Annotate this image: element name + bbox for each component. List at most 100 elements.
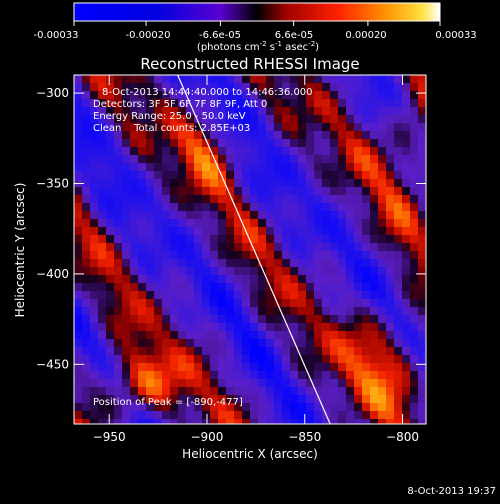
heatmap-cell: [378, 419, 387, 424]
heatmap-cell: [394, 419, 403, 424]
heatmap-cell: [354, 283, 363, 292]
heatmap-cell: [186, 147, 195, 156]
heatmap-cell: [74, 115, 83, 124]
heatmap-cell: [98, 179, 107, 188]
heatmap-cell: [114, 235, 123, 244]
heatmap-cell: [402, 123, 411, 132]
heatmap-cell: [242, 91, 251, 100]
heatmap-cell: [418, 395, 426, 404]
heatmap-cell: [362, 283, 371, 292]
heatmap-cell: [322, 179, 331, 188]
heatmap-cell: [146, 219, 155, 228]
heatmap-cell: [74, 411, 83, 420]
heatmap-cell: [90, 283, 99, 292]
heatmap-cell: [378, 99, 387, 108]
heatmap-cell: [122, 139, 131, 148]
heatmap-cell: [234, 155, 243, 164]
heatmap-cell: [226, 91, 235, 100]
heatmap-cell: [346, 259, 355, 268]
heatmap-cell: [362, 99, 371, 108]
heatmap-cell: [298, 107, 307, 116]
heatmap-cell: [242, 411, 251, 420]
heatmap-cell: [106, 259, 115, 268]
heatmap-cell: [362, 163, 371, 172]
heatmap-cell: [314, 219, 323, 228]
heatmap-cell: [218, 419, 227, 424]
heatmap-cell: [130, 203, 139, 212]
heatmap-cell: [178, 387, 187, 396]
heatmap-cell: [194, 371, 203, 380]
heatmap-cell: [298, 411, 307, 420]
heatmap-cell: [418, 139, 426, 148]
heatmap-cell: [194, 299, 203, 308]
heatmap-cell: [322, 307, 331, 316]
heatmap-cell: [322, 315, 331, 324]
heatmap-cell: [98, 115, 107, 124]
heatmap-cell: [362, 243, 371, 252]
heatmap-cell: [290, 307, 299, 316]
heatmap-cell: [258, 235, 267, 244]
heatmap-cell: [154, 195, 163, 204]
heatmap-cell: [106, 323, 115, 332]
heatmap-cell: [218, 355, 227, 364]
heatmap-cell: [194, 419, 203, 424]
heatmap-cell: [386, 227, 395, 236]
heatmap-cell: [370, 139, 379, 148]
heatmap-cell: [306, 291, 315, 300]
heatmap-cell: [290, 203, 299, 212]
heatmap-cell: [354, 307, 363, 316]
heatmap-cell: [74, 243, 83, 252]
heatmap-cell: [410, 75, 419, 84]
info-detectors: Detectors: 3F 5F 6F 7F 8F 9F, Att 0: [93, 99, 267, 110]
heatmap-cell: [234, 339, 243, 348]
heatmap-cell: [274, 387, 283, 396]
heatmap-cell: [386, 219, 395, 228]
heatmap-cell: [290, 187, 299, 196]
heatmap-cell: [98, 211, 107, 220]
heatmap-cell: [378, 251, 387, 260]
heatmap-cell: [314, 99, 323, 108]
heatmap-cell: [378, 363, 387, 372]
heatmap-cell: [250, 387, 259, 396]
heatmap-cell: [138, 387, 147, 396]
heatmap-cell: [322, 403, 331, 412]
heatmap-cell: [362, 155, 371, 164]
heatmap-cell: [258, 203, 267, 212]
heatmap-cell: [346, 299, 355, 308]
heatmap-cell: [178, 235, 187, 244]
heatmap-cell: [194, 99, 203, 108]
heatmap-cell: [314, 107, 323, 116]
heatmap-cell: [226, 243, 235, 252]
heatmap-cell: [418, 339, 426, 348]
heatmap-cell: [418, 291, 426, 300]
heatmap-cell: [282, 387, 291, 396]
heatmap-cell: [298, 203, 307, 212]
heatmap-cell: [226, 371, 235, 380]
heatmap-cell: [138, 339, 147, 348]
heatmap-cell: [162, 75, 171, 84]
heatmap-cell: [362, 187, 371, 196]
heatmap-cell: [114, 299, 123, 308]
heatmap-cell: [370, 323, 379, 332]
heatmap-cell: [130, 227, 139, 236]
heatmap-cell: [266, 331, 275, 340]
heatmap-cell: [354, 251, 363, 260]
heatmap-cell: [146, 371, 155, 380]
heatmap-cell: [242, 219, 251, 228]
heatmap-cell: [98, 259, 107, 268]
heatmap-cell: [386, 331, 395, 340]
heatmap-cell: [370, 371, 379, 380]
heatmap-cell: [378, 275, 387, 284]
heatmap-cell: [218, 131, 227, 140]
heatmap-cell: [386, 371, 395, 380]
colorbar-tick-label: -6.6e-05: [199, 30, 241, 41]
heatmap-cell: [378, 371, 387, 380]
heatmap-cell: [402, 395, 411, 404]
heatmap-cell: [106, 331, 115, 340]
heatmap-cell: [330, 411, 339, 420]
heatmap-cell: [122, 275, 131, 284]
heatmap-cell: [274, 243, 283, 252]
heatmap-cell: [210, 107, 219, 116]
heatmap-cell: [98, 147, 107, 156]
heatmap-cell: [346, 355, 355, 364]
